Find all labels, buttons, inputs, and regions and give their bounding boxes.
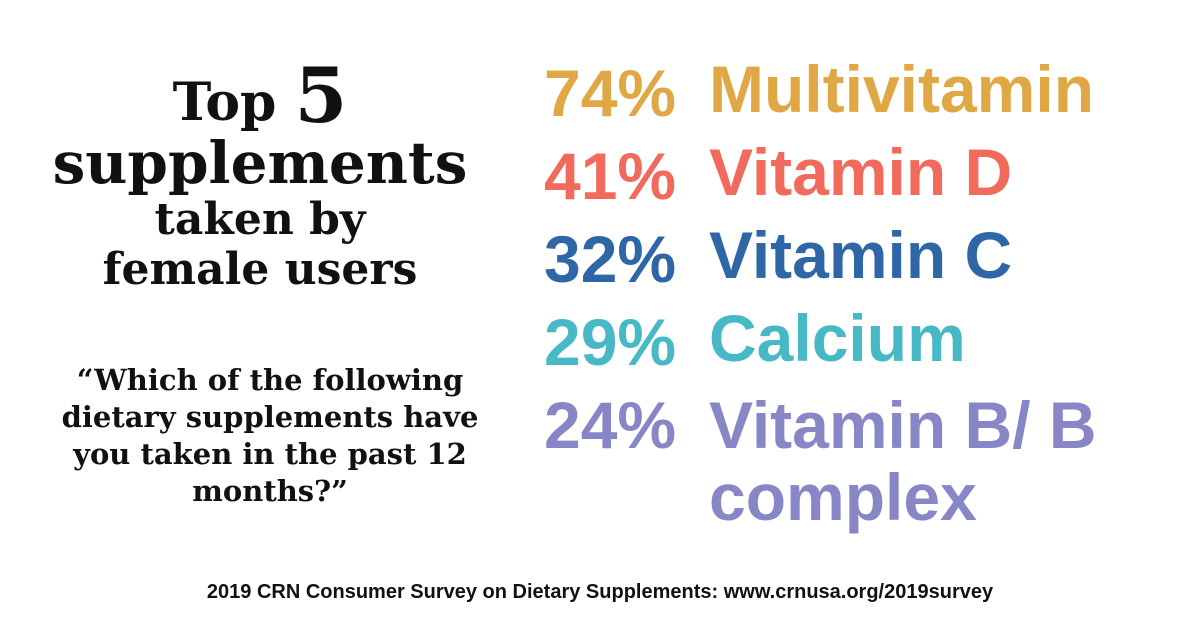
supplement-item-vitamin-c: 32% Vitamin C xyxy=(544,218,1184,301)
supplement-percent: 74% xyxy=(544,56,677,130)
headline-line-4: female users xyxy=(102,244,418,295)
supplement-percent: 41% xyxy=(544,139,677,213)
headline-line-3: taken by xyxy=(154,194,366,245)
supplement-percent: 32% xyxy=(544,222,677,296)
source-footer: 2019 CRN Consumer Survey on Dietary Supp… xyxy=(206,581,994,603)
headline-line-2: supplements xyxy=(52,129,468,197)
headline-number: 5 xyxy=(294,51,348,140)
supplement-name: Vitamin D xyxy=(709,135,1013,209)
supplement-item-vitamin-d: 41% Vitamin D xyxy=(544,135,1184,218)
supplement-item-multivitamin: 74% Multivitamin xyxy=(544,52,1184,135)
supplement-percent: 29% xyxy=(544,305,677,379)
headline: Top 5 supplements taken by female users xyxy=(30,58,490,292)
supplement-name: Multivitamin xyxy=(709,52,1095,126)
supplement-item-vitamin-b: 24% Vitamin B/ B complex xyxy=(544,384,1184,533)
supplement-name: Calcium xyxy=(709,301,966,375)
survey-question: “Which of the following dietary suppleme… xyxy=(61,363,479,508)
supplement-item-calcium: 29% Calcium xyxy=(544,301,1184,384)
supplement-list: 74% Multivitamin 41% Vitamin D 32% Vitamin … xyxy=(544,52,1184,533)
supplement-name: Vitamin C xyxy=(709,218,1013,292)
supplement-name: Vitamin B/ B complex xyxy=(709,388,1097,534)
supplement-percent: 24% xyxy=(544,388,677,462)
headline-top-word: Top xyxy=(172,72,277,133)
headline-line-1: Top 5 xyxy=(30,58,490,134)
